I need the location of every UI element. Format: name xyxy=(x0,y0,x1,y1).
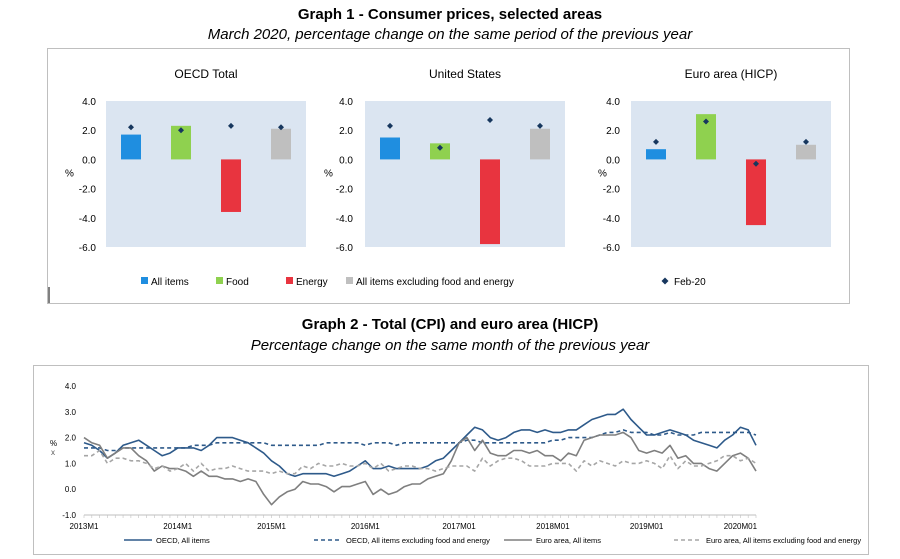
graph1-svg: OECD Total% 4.0 2.0 0.0 -2.0 -4.0 -6.0 United S… xyxy=(48,67,831,303)
legend-swatch-core xyxy=(346,277,353,284)
panel-plot-area xyxy=(365,101,565,247)
line-x-tick-label: 2019M01 xyxy=(630,522,664,531)
panel-y-tick-label: 4.0 xyxy=(606,97,620,108)
panel-y-tick-label: -4.0 xyxy=(79,214,97,225)
prev-marker-1-2 xyxy=(178,127,184,134)
panel-plot-area xyxy=(106,101,306,247)
line-y-unit: % xyxy=(50,439,57,448)
legend-swatch-energy xyxy=(286,277,293,284)
panel-title: OECD Total xyxy=(174,67,237,81)
legend-swatch-food xyxy=(216,277,223,284)
prev-marker-1-3 xyxy=(228,122,234,129)
legend-label-energy: Energy xyxy=(296,277,328,288)
graph1-subtitle: March 2020, percentage change on the sam… xyxy=(207,26,693,43)
graph1-title: Graph 1 - Consumer prices, selected area… xyxy=(297,6,603,23)
panel-y-unit: % xyxy=(598,169,607,180)
line-x-tick-label: 2020M01 xyxy=(724,522,758,531)
line-x-tick-label: 2018M01 xyxy=(536,522,570,531)
prev-marker-3-1 xyxy=(653,138,659,145)
prev-marker-3-2 xyxy=(703,118,709,125)
line-x-tick-label: 2017M01 xyxy=(442,522,476,531)
prev-marker-1-4 xyxy=(278,124,284,131)
prev-marker-3-4 xyxy=(803,138,809,145)
panel-plot-area xyxy=(631,101,831,247)
prev-marker-2-3 xyxy=(487,116,493,123)
line-legend-label-1: OECD, All items xyxy=(156,536,210,545)
panel-y-tick-label: -4.0 xyxy=(603,214,621,225)
prev-marker-1-1 xyxy=(128,124,134,131)
panel-y-tick-label: 0.0 xyxy=(82,155,96,166)
panel-y-tick-label: 2.0 xyxy=(339,126,353,137)
panel-y-tick-label: 2.0 xyxy=(606,126,620,137)
prev-marker-3-3 xyxy=(753,160,759,167)
bar-1-3 xyxy=(221,159,241,212)
legend-swatch-prev xyxy=(661,277,669,285)
line-y-tick-label: 3.0 xyxy=(65,408,77,417)
bar-3-4 xyxy=(796,144,816,160)
line-x-tick-label: 2014M1 xyxy=(163,522,192,531)
line-legend-label-3: Euro area, All items xyxy=(536,536,601,545)
bar-2-2 xyxy=(430,143,450,160)
panel-y-tick-label: -4.0 xyxy=(336,214,354,225)
graph2-frame: 4.0 3.0 2.0 1.0 0.0 -1.0% x 2013M1 2014M1 2015M1 2… xyxy=(33,365,869,555)
graph2-stray-char: x xyxy=(51,448,55,457)
prev-marker-2-1 xyxy=(387,122,393,129)
panel-title: United States xyxy=(429,67,501,81)
line-legend-label-4: Euro area, All items excluding food and … xyxy=(706,536,861,545)
prev-marker-2-4 xyxy=(537,122,543,129)
series-line-4 xyxy=(84,449,757,475)
bar-1-4 xyxy=(271,128,291,160)
panel-y-tick-label: -2.0 xyxy=(603,185,621,196)
line-y-tick-label: 4.0 xyxy=(65,382,77,391)
panel-y-tick-label: -6.0 xyxy=(336,243,354,254)
panel-y-tick-label: -2.0 xyxy=(336,185,354,196)
panel-title: Euro area (HICP) xyxy=(685,67,778,81)
bar-2-3 xyxy=(480,159,500,245)
prev-marker-2-2 xyxy=(437,144,443,151)
line-y-tick-label: 0.0 xyxy=(65,485,77,494)
legend-label-all_items: All items xyxy=(151,277,189,288)
panel-y-tick-label: -6.0 xyxy=(79,243,97,254)
bar-3-2 xyxy=(696,114,716,160)
panel-y-unit: % xyxy=(324,169,333,180)
series-line-2 xyxy=(84,429,757,452)
bar-2-1 xyxy=(380,137,400,160)
line-x-tick-label: 2015M1 xyxy=(257,522,286,531)
bar-3-3 xyxy=(746,159,766,226)
legend-label-core: All items excluding food and energy xyxy=(356,277,514,288)
bar-2-4 xyxy=(530,128,550,160)
graph1-frame: OECD Total% 4.0 2.0 0.0 -2.0 -4.0 -6.0 United S… xyxy=(47,48,850,304)
panel-y-unit: % xyxy=(65,169,74,180)
graph2-subtitle: Percentage change on the same month of t… xyxy=(250,337,650,354)
legend-label-prev: Feb-20 xyxy=(674,277,706,288)
panel-y-tick-label: 0.0 xyxy=(339,155,353,166)
bar-3-1 xyxy=(646,149,666,160)
graph2-svg: 4.0 3.0 2.0 1.0 0.0 -1.0%x 2013M1 2014M1 2015M1 2… xyxy=(50,382,861,545)
panel-y-tick-label: 4.0 xyxy=(339,97,353,108)
legend-swatch-all_items xyxy=(141,277,148,284)
panel-y-tick-label: -6.0 xyxy=(603,243,621,254)
line-legend-label-2: OECD, All items excluding food and energ… xyxy=(346,536,490,545)
bar-1-2 xyxy=(171,125,191,160)
line-x-tick-label: 2013M1 xyxy=(70,522,99,531)
legend-label-food: Food xyxy=(226,277,249,288)
line-y-tick-label: 2.0 xyxy=(65,434,77,443)
line-y-tick-label: 1.0 xyxy=(65,459,77,468)
panel-y-tick-label: 0.0 xyxy=(606,155,620,166)
line-x-tick-label: 2016M1 xyxy=(351,522,380,531)
line-y-tick-label: -1.0 xyxy=(62,511,76,520)
bar-1-1 xyxy=(121,134,141,160)
panel-y-tick-label: 4.0 xyxy=(82,97,96,108)
panel-y-tick-label: -2.0 xyxy=(79,185,97,196)
graph2-title: Graph 2 - Total (CPI) and euro area (HIC… xyxy=(301,316,599,333)
panel-y-tick-label: 2.0 xyxy=(82,126,96,137)
series-line-3 xyxy=(83,431,757,506)
